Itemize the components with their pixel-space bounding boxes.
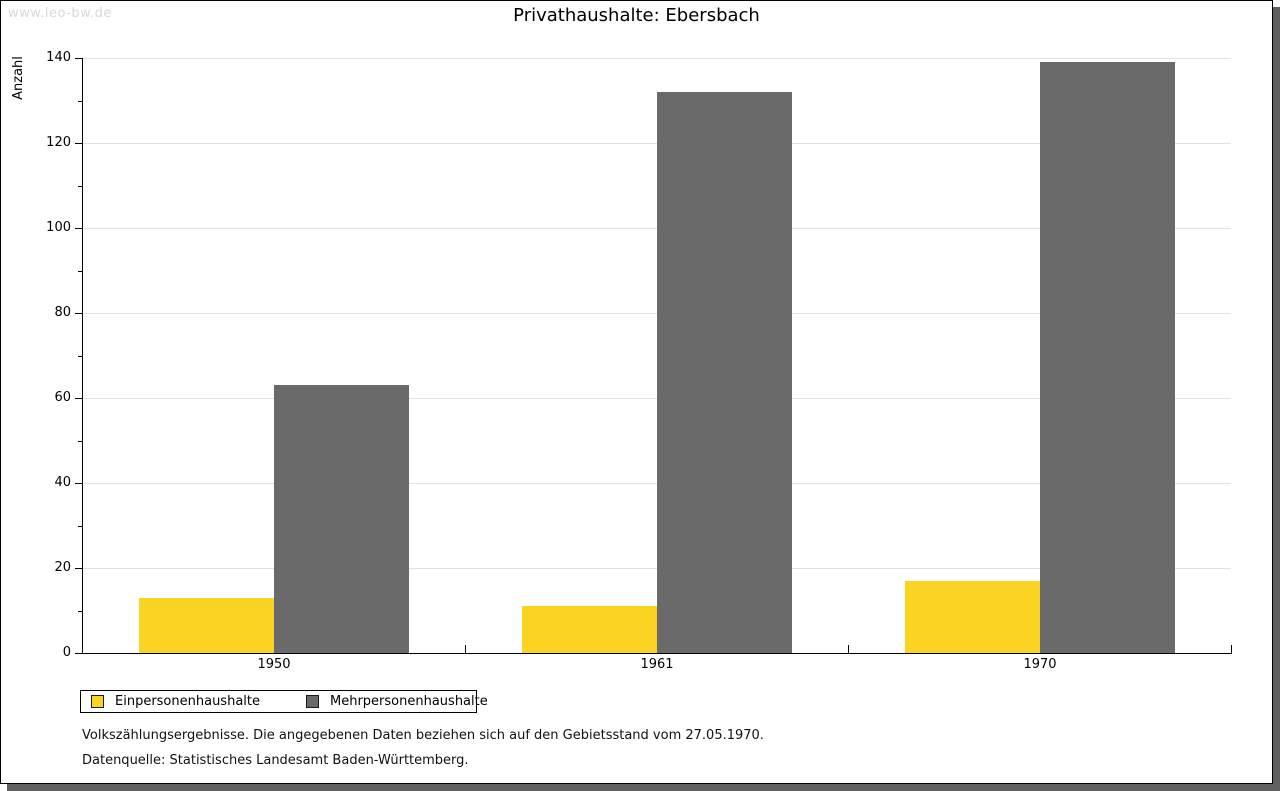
legend-label: Mehrpersonenhaushalte [330,694,488,709]
gridline-y-120 [82,143,1231,144]
legend-label: Einpersonenhaushalte [115,694,260,709]
footnote-source-note: Volkszählungsergebnisse. Die angegebenen… [82,728,764,743]
y-minor-tick-130 [78,101,82,102]
y-minor-tick-110 [78,186,82,187]
legend-item-einpersonenhaushalte: Einpersonenhaushalte [91,694,260,709]
gridline-y-20 [82,568,1231,569]
x-boundary-tick-2 [848,645,849,653]
x-tick-label-1950: 1950 [257,657,291,672]
y-minor-tick-70 [78,356,82,357]
y-tick-60 [75,398,82,399]
y-tick-label-0: 0 [62,645,71,660]
x-boundary-tick-3 [1231,645,1232,653]
y-minor-tick-90 [78,271,82,272]
y-tick-20 [75,568,82,569]
y-minor-tick-10 [78,611,82,612]
y-tick-label-80: 80 [54,305,71,320]
y-tick-label-100: 100 [46,220,71,235]
y-tick-120 [75,143,82,144]
y-tick-label-60: 60 [54,390,71,405]
legend-swatch-gray [306,695,319,708]
y-tick-label-40: 40 [54,475,71,490]
watermark: www.leo-bw.de [8,6,112,21]
legend-item-mehrpersonenhaushalte: Mehrpersonenhaushalte [306,694,488,709]
bar-mehrpersonenhaushalte-1961 [657,92,792,653]
bar-mehrpersonenhaushalte-1970 [1040,62,1175,653]
y-axis-title: Anzahl [11,56,26,100]
legend: Einpersonenhaushalte Mehrpersonenhaushal… [80,690,488,713]
gridline-y-60 [82,398,1231,399]
x-tick-label-1970: 1970 [1023,657,1057,672]
footnote-data-source: Datenquelle: Statistisches Landesamt Bad… [82,753,469,768]
bar-einpersonenhaushalte-1961 [522,606,657,653]
y-tick-100 [75,228,82,229]
y-tick-80 [75,313,82,314]
bar-einpersonenhaushalte-1950 [139,598,274,653]
y-minor-tick-50 [78,441,82,442]
y-tick-label-20: 20 [54,560,71,575]
x-tick-label-1961: 1961 [640,657,674,672]
gridline-y-80 [82,313,1231,314]
y-minor-tick-30 [78,526,82,527]
y-tick-label-120: 120 [46,135,71,150]
bar-einpersonenhaushalte-1970 [905,581,1040,653]
bar-mehrpersonenhaushalte-1950 [274,385,409,653]
y-tick-0 [75,653,82,654]
y-tick-140 [75,58,82,59]
gridline-y-100 [82,228,1231,229]
x-boundary-tick-1 [465,645,466,653]
legend-swatch-yellow [91,695,104,708]
chart-title: Privathaushalte: Ebersbach [513,5,760,26]
y-tick-40 [75,483,82,484]
y-axis-line [82,58,83,654]
x-axis-line [82,653,1232,654]
gridline-y-140 [82,58,1231,59]
y-tick-label-140: 140 [46,50,71,65]
gridline-y-40 [82,483,1231,484]
